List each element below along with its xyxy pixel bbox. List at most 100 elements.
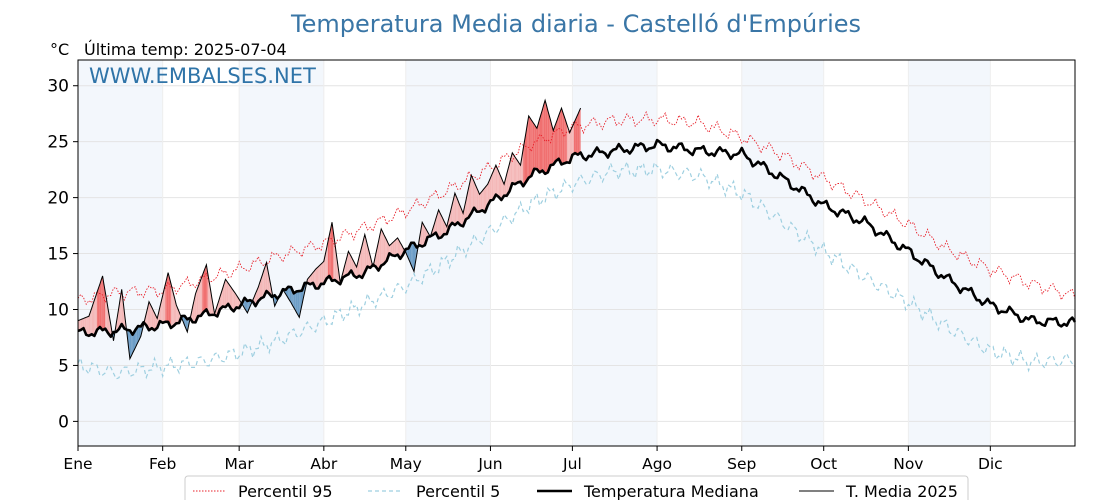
above-median-fill (315, 267, 317, 290)
month-band (239, 60, 324, 446)
above-median-fill (261, 274, 263, 299)
above-median-fill (348, 251, 350, 275)
above-median-fill (233, 291, 236, 312)
above-median-fill (362, 239, 364, 278)
below-median-fill (289, 285, 292, 303)
above-median-fill (364, 234, 367, 273)
above-median-fill (392, 241, 394, 257)
above-median-fill (532, 122, 535, 173)
above-median-fill (161, 295, 163, 323)
above-median-fill (549, 115, 551, 169)
below-median-fill (136, 326, 139, 345)
above-median-fill (336, 252, 338, 283)
legend-label-median: Temperatura Mediana (583, 482, 759, 500)
above-median-fill (494, 165, 496, 198)
above-median-fill (564, 116, 566, 164)
above-median-fill (332, 222, 334, 282)
above-median-fill (177, 308, 180, 324)
above-median-fill (202, 272, 204, 315)
above-median-fill (165, 278, 167, 322)
above-median-fill (228, 283, 230, 306)
above-median-fill (93, 300, 95, 336)
below-median-fill (134, 329, 136, 351)
legend-box (184, 475, 969, 500)
above-median-fill (263, 266, 266, 298)
above-median-fill (317, 266, 319, 290)
above-median-fill (397, 237, 399, 257)
plot-frame (77, 59, 1076, 447)
above-median-fill (489, 177, 491, 202)
below-median-fill (412, 241, 414, 272)
above-median-fill (490, 174, 492, 201)
above-median-fill (420, 222, 423, 247)
above-median-fill (226, 281, 229, 306)
above-median-fill (86, 316, 88, 337)
above-median-fill (327, 235, 330, 276)
above-median-fill (172, 288, 174, 329)
above-median-fill (91, 304, 93, 336)
above-median-fill (502, 181, 505, 198)
above-median-fill (508, 163, 510, 195)
watermark: WWW.EMBALSES.NET (89, 64, 316, 88)
above-median-fill (311, 272, 313, 283)
series-lines (77, 98, 1077, 380)
above-median-fill (378, 235, 380, 271)
legend-label-p5: Percentil 5 (416, 482, 500, 500)
above-median-fill (176, 305, 178, 324)
below-median-fill (411, 241, 413, 269)
above-median-fill (207, 272, 210, 316)
above-median-fill (500, 174, 502, 200)
x-tick-label: Ago (642, 455, 672, 473)
above-median-fill (356, 261, 358, 278)
above-median-fill (512, 152, 514, 184)
above-median-fill (399, 240, 401, 259)
above-median-fill (94, 296, 96, 336)
above-median-fill (437, 209, 439, 239)
above-median-fill (326, 241, 328, 279)
above-median-fill (569, 129, 571, 163)
above-median-fill (351, 256, 353, 273)
above-median-fill (382, 231, 384, 265)
above-median-fill (468, 181, 470, 218)
above-median-fill (151, 307, 154, 329)
above-median-fill (536, 123, 539, 172)
above-median-fill (435, 214, 438, 236)
above-median-fill (568, 128, 570, 164)
above-median-fill (88, 312, 91, 336)
above-median-fill (229, 285, 231, 309)
above-median-fill (579, 108, 581, 154)
above-median-fill (467, 187, 469, 218)
above-median-fill (539, 114, 541, 173)
above-median-fill (543, 100, 546, 174)
below-median-fill (297, 290, 300, 318)
above-median-fill (506, 168, 509, 196)
below-median-fill (409, 242, 412, 266)
above-median-fill (453, 193, 455, 226)
above-median-fill (99, 279, 102, 329)
x-tick-label: Oct (810, 455, 837, 473)
above-median-fill (153, 310, 155, 331)
above-median-fill (560, 108, 562, 165)
above-median-fill (323, 254, 326, 284)
above-median-fill (553, 126, 555, 165)
above-median-fill (173, 294, 175, 326)
above-median-fill (80, 319, 83, 330)
above-median-fill (541, 109, 543, 172)
above-median-fill (479, 192, 481, 212)
above-median-fill (196, 286, 199, 319)
unit-label: °C (50, 40, 69, 59)
above-median-fill (200, 275, 203, 316)
below-median-fill (293, 293, 296, 311)
above-median-fill (325, 248, 327, 283)
x-tick-label: Ene (63, 455, 92, 473)
below-median-fill (292, 290, 294, 308)
chart-title: Temperatura Media diaria - Castelló d'Em… (290, 10, 861, 38)
above-median-fill (493, 168, 495, 200)
above-median-fill (236, 294, 238, 308)
above-median-fill (158, 306, 160, 324)
legend: Percentil 95 Percentil 5 Temperatura Med… (184, 475, 969, 500)
month-band (405, 60, 491, 446)
above-median-fill (383, 234, 386, 265)
legend-label-current: T. Media 2025 (845, 482, 958, 500)
